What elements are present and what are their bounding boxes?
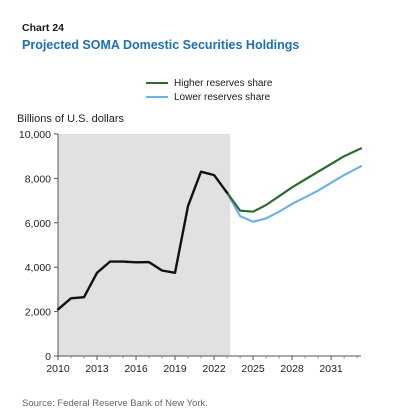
- y-tick-label: 8,000: [25, 173, 51, 185]
- x-tick-label: 2016: [124, 363, 148, 375]
- x-tick-label: 2013: [85, 363, 109, 375]
- legend-label-lower: Lower reserves share: [174, 91, 271, 103]
- historical-shade: [58, 134, 231, 356]
- chart-title: Projected SOMA Domestic Securities Holdi…: [22, 38, 300, 52]
- legend: Higher reserves share Lower reserves sha…: [146, 76, 272, 104]
- y-tick-label: 4,000: [25, 262, 51, 274]
- x-tick-label: 2025: [241, 363, 265, 375]
- x-tick-label: 2019: [163, 363, 187, 375]
- y-tick-label: 6,000: [25, 218, 51, 230]
- legend-item-lower: Lower reserves share: [146, 90, 272, 104]
- series-line-lower: [226, 165, 363, 223]
- legend-label-higher: Higher reserves share: [174, 77, 273, 89]
- legend-swatch-lower: [146, 96, 168, 98]
- series-line-history: [56, 170, 229, 311]
- y-tick-label: 2,000: [25, 307, 51, 319]
- y-tick-label: 10,000: [19, 129, 51, 141]
- legend-item-higher: Higher reserves share: [146, 76, 272, 90]
- chart-number: Chart 24: [22, 22, 65, 34]
- y-tick-label: 0: [45, 351, 51, 363]
- x-tick-label: 2010: [46, 363, 70, 375]
- legend-swatch-higher: [146, 82, 168, 84]
- series-line-higher: [226, 147, 363, 213]
- y-axis-unit-label: Billions of U.S. dollars: [17, 113, 124, 125]
- x-tick-label: 2031: [319, 363, 343, 375]
- x-tick-label: 2022: [202, 363, 226, 375]
- x-tick-label: 2028: [280, 363, 304, 375]
- source-note: Source: Federal Reserve Bank of New York…: [22, 398, 208, 409]
